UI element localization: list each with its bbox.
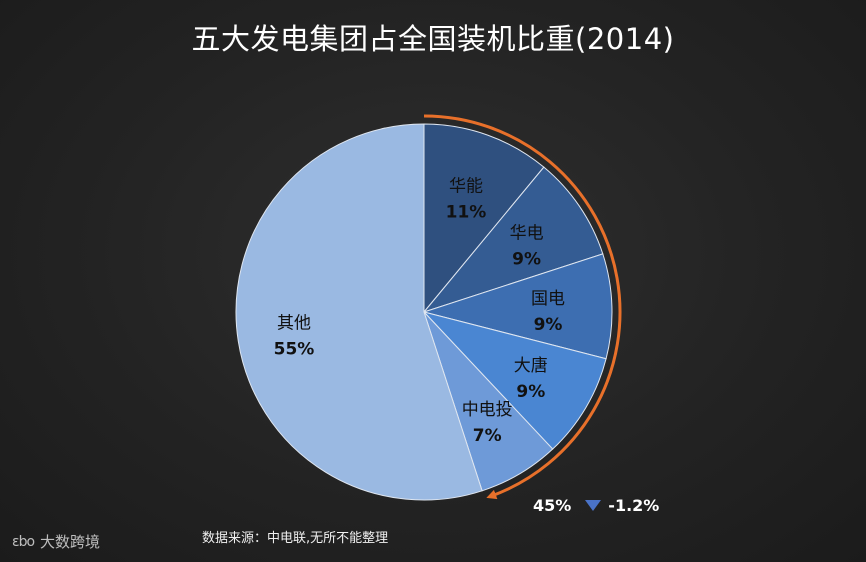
pie-slice <box>423 123 545 314</box>
slice-percent: 7% <box>473 426 502 446</box>
watermark: εbo 大数跨境 <box>12 531 100 552</box>
pie-slice <box>235 123 483 501</box>
slice-label: 华能 <box>449 176 483 196</box>
share-annotation: 45% -1.2% <box>533 496 659 515</box>
pie-slice <box>422 166 604 314</box>
pie-slice <box>422 253 613 360</box>
chart-title: 五大发电集团占全国装机比重(2014) <box>191 22 675 56</box>
highlight-arc <box>423 114 622 500</box>
down-arrow-icon <box>585 500 602 511</box>
share-value: 45% <box>533 496 572 515</box>
watermark-text: 大数跨境 <box>40 533 101 551</box>
slice-label: 其他 <box>277 314 311 334</box>
pie-slice <box>422 311 607 450</box>
pie-slices <box>235 123 613 501</box>
slice-percent: 55% <box>274 340 315 360</box>
slice-percent: 9% <box>512 249 541 269</box>
share-change: -1.2% <box>608 496 660 515</box>
slice-label: 国电 <box>531 289 565 309</box>
slice-percent: 9% <box>516 382 545 402</box>
slice-label: 华电 <box>510 223 544 243</box>
slice-label: 中电投 <box>462 400 513 420</box>
slice-label: 大唐 <box>514 355 548 376</box>
watermark-logo: εbo <box>12 533 35 550</box>
slice-percent: 9% <box>534 315 563 335</box>
source-note: 数据来源：中电联,无所不能整理 <box>202 531 389 546</box>
slice-percent: 11% <box>446 202 487 222</box>
